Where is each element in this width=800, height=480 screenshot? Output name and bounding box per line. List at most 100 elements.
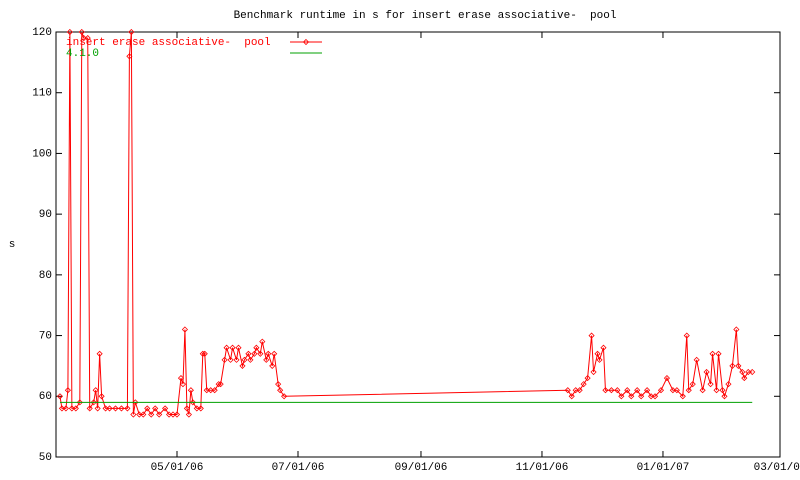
- point: [564, 387, 571, 394]
- point: [735, 362, 742, 369]
- point: [265, 350, 272, 357]
- point: [68, 405, 75, 412]
- point: [709, 350, 716, 357]
- point: [239, 362, 246, 369]
- point: [713, 387, 720, 394]
- chart-title: Benchmark runtime in s for insert erase …: [234, 10, 617, 22]
- point: [749, 368, 756, 376]
- legend-marker: [302, 38, 310, 46]
- point: [78, 28, 85, 36]
- point: [259, 338, 266, 345]
- point: [162, 405, 169, 412]
- point: [588, 332, 595, 339]
- x-tick-label: 11/01/06: [516, 462, 569, 474]
- point: [152, 405, 159, 412]
- point: [58, 405, 66, 412]
- plot-frame: [55, 31, 781, 458]
- y-tick-label: 60: [39, 391, 52, 403]
- point: [590, 368, 597, 376]
- point: [572, 387, 579, 394]
- point: [233, 356, 240, 363]
- point: [106, 405, 113, 412]
- point: [275, 381, 282, 388]
- point: [128, 28, 135, 36]
- point: [638, 393, 645, 400]
- y-tick-label: 120: [32, 27, 52, 39]
- point: [183, 405, 190, 412]
- point: [596, 356, 603, 363]
- point: [173, 411, 181, 418]
- x-tick-label: 09/01/06: [395, 462, 448, 474]
- point: [699, 387, 706, 394]
- point: [156, 411, 163, 418]
- point: [689, 381, 696, 388]
- point: [64, 387, 71, 394]
- point: [277, 387, 284, 394]
- point: [215, 381, 222, 388]
- point: [245, 350, 252, 357]
- point: [144, 405, 151, 412]
- point: [741, 375, 748, 382]
- point: [181, 326, 188, 333]
- point: [227, 356, 234, 363]
- point: [76, 399, 83, 406]
- point: [608, 387, 615, 394]
- y-tick-label: 100: [32, 148, 52, 160]
- point: [257, 350, 264, 357]
- y-tick-label: 50: [39, 452, 52, 464]
- point: [733, 326, 740, 333]
- point: [229, 344, 236, 351]
- point: [56, 393, 64, 400]
- point: [594, 350, 601, 357]
- point: [203, 387, 210, 394]
- point: [112, 405, 119, 412]
- point: [124, 405, 131, 412]
- point: [80, 35, 87, 42]
- x-tick-label: 03/01/07: [754, 462, 800, 474]
- point: [679, 393, 686, 400]
- point: [568, 393, 575, 400]
- y-axis-label: s: [9, 239, 16, 251]
- point: [715, 350, 722, 357]
- point: [729, 362, 736, 369]
- point: [187, 387, 194, 394]
- point: [98, 393, 105, 400]
- point: [685, 387, 692, 394]
- y-tick-label: 90: [39, 209, 52, 221]
- point: [663, 375, 671, 382]
- point: [148, 411, 155, 418]
- point: [719, 387, 726, 394]
- point: [600, 344, 607, 351]
- x-tick-label: 07/01/06: [272, 462, 325, 474]
- point: [136, 411, 143, 418]
- point: [725, 381, 732, 388]
- point: [614, 387, 621, 394]
- point: [185, 411, 192, 418]
- point: [118, 405, 125, 412]
- point: [576, 387, 583, 394]
- point: [241, 356, 248, 363]
- y-tick-label: 70: [39, 330, 52, 342]
- point: [179, 381, 187, 388]
- point: [130, 411, 137, 418]
- point: [644, 387, 651, 394]
- point: [169, 411, 177, 418]
- point: [177, 375, 185, 382]
- point: [217, 381, 224, 388]
- legend-label: 4.1.0: [66, 48, 99, 60]
- point: [199, 350, 206, 357]
- point: [62, 405, 69, 412]
- point: [263, 356, 270, 363]
- point: [269, 362, 276, 369]
- point: [235, 344, 242, 351]
- point: [703, 368, 710, 376]
- point: [211, 387, 218, 394]
- series-line: [59, 31, 753, 416]
- point: [739, 368, 746, 376]
- point: [271, 350, 278, 357]
- point: [126, 53, 133, 60]
- y-tick-label: 80: [39, 270, 52, 282]
- point: [223, 344, 230, 351]
- point: [247, 356, 254, 363]
